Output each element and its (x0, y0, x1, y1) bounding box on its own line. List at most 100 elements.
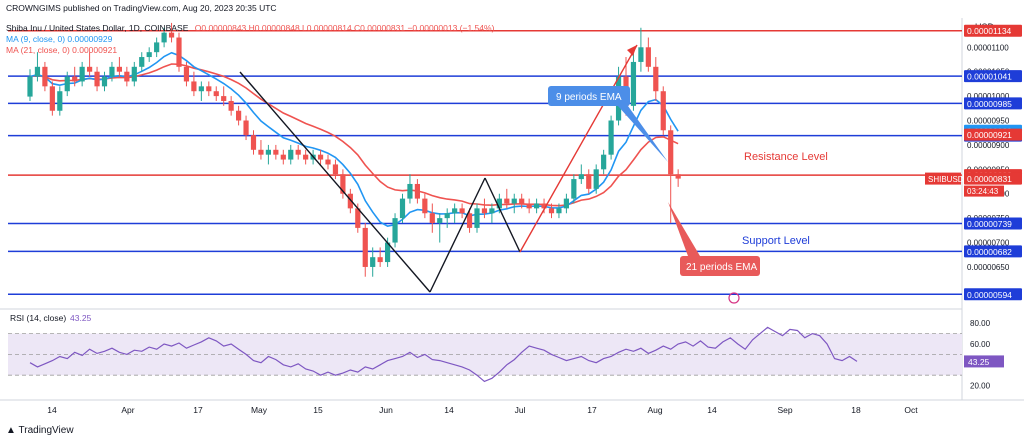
x-tick-label: May (251, 405, 268, 415)
candle-body (653, 66, 659, 92)
level-badge-label: 0.00000594 (967, 290, 1012, 300)
candle-body (399, 198, 406, 219)
candle-body (362, 227, 368, 267)
rsi-label: RSI (14, close) (10, 313, 66, 323)
level-badge-label: 0.00000985 (967, 99, 1012, 109)
countdown-label: 03:24:43 (967, 187, 999, 196)
y-tick-label: 0.00000950 (967, 117, 1010, 126)
alert-icon (728, 292, 740, 304)
candle-body (429, 213, 435, 224)
candle-body (377, 257, 383, 263)
candle-body (593, 169, 599, 189)
candle-body (295, 149, 301, 155)
candle-body (325, 159, 331, 165)
ema21-callout-box (680, 256, 760, 276)
candle-body (131, 66, 137, 82)
rsi-tick-label: 60.00 (970, 340, 991, 349)
rsi-tick-label: 80.00 (970, 319, 991, 328)
candle-body (191, 81, 197, 92)
rsi-value: 43.25 (70, 313, 92, 323)
candle-body (27, 76, 33, 97)
level-badge (964, 24, 1022, 37)
level-badge (964, 288, 1022, 301)
rsi-tick-label: 20.00 (970, 382, 991, 391)
candle-body (236, 110, 242, 121)
candle-body (94, 71, 100, 87)
candle-body (414, 183, 420, 199)
candle-body (124, 71, 130, 82)
candle-body (556, 208, 562, 214)
candle-body (183, 66, 190, 82)
candle-body (198, 86, 204, 92)
candle-body (571, 179, 577, 199)
trend-line-pullback (484, 177, 521, 253)
candle-body (332, 164, 339, 175)
y-tick-label: 0.00001100 (967, 43, 1009, 52)
candle-body (444, 213, 450, 219)
candle-body (407, 183, 413, 199)
x-tick-label: 15 (313, 405, 323, 415)
y-tick-label: 0.00000900 (967, 141, 1010, 150)
level-badge (964, 97, 1022, 110)
candle-body (489, 208, 495, 214)
candle-body (87, 66, 93, 72)
candle-body (496, 198, 502, 209)
x-tick-label: 14 (444, 405, 454, 415)
candle-body (534, 203, 540, 209)
candle-body (504, 198, 510, 204)
candle-body (139, 57, 145, 67)
x-tick-label: 17 (193, 405, 203, 415)
candle-body (49, 86, 55, 111)
candle-body (481, 208, 488, 214)
ema9-callout-pointer (618, 106, 668, 162)
price-badge-label: 0.00000831 (967, 174, 1012, 184)
candle-body (280, 154, 286, 160)
candle-body (265, 149, 271, 155)
candle-body (355, 208, 361, 228)
candle-body (660, 91, 666, 131)
candle-body (466, 213, 473, 228)
ema9-legend[interactable]: MA (9, close, 0) 0.00000929 (6, 34, 113, 44)
price-badge (964, 172, 1022, 185)
ema9-callout-box (548, 86, 630, 106)
tradingview-logo[interactable]: ▲ TradingView (6, 425, 74, 436)
x-tick-label: Sep (777, 405, 792, 415)
candle-body (64, 76, 70, 92)
trend-line-up (429, 177, 486, 293)
ema21-legend[interactable]: MA (21, close, 0) 0.00000921 (6, 45, 118, 55)
candle-body (101, 76, 108, 87)
x-tick-label: 14 (707, 405, 717, 415)
candle-body (563, 198, 569, 209)
candle-body (79, 66, 85, 82)
candle-body (116, 66, 122, 72)
candle-body (288, 149, 294, 160)
x-tick-label: Oct (904, 405, 918, 415)
candle-body (601, 154, 607, 170)
x-tick-label: 14 (47, 405, 57, 415)
ema21-callout-pointer (668, 202, 700, 256)
candle-body (392, 218, 398, 243)
candle-body (34, 66, 41, 77)
candle-body (459, 208, 465, 214)
candle-body (154, 42, 160, 53)
candle-body (206, 86, 212, 92)
ema21-callout-label: 21 periods EMA (686, 262, 757, 273)
rsi-value-badge (964, 355, 1004, 368)
candle-body (42, 66, 48, 87)
symbol-title: Shiba Inu / United States Dollar, 1D, CO… (6, 23, 189, 33)
level-badge-label: 0.00001134 (967, 26, 1012, 36)
candle-body (176, 37, 182, 67)
countdown-badge (964, 185, 1004, 197)
publisher-line: CROWNGIMS published on TradingView.com, … (6, 3, 277, 13)
candle-body (340, 174, 346, 194)
candle-body (347, 193, 353, 209)
candle-body (511, 198, 517, 204)
candle-body (675, 174, 681, 179)
candle-body (228, 100, 234, 111)
tv-icon: ▲ (6, 425, 16, 436)
projection-arrow (519, 44, 638, 253)
candle-body (370, 257, 376, 267)
footer-brand: TradingView (18, 425, 74, 436)
x-tick-label: Jun (379, 405, 393, 415)
